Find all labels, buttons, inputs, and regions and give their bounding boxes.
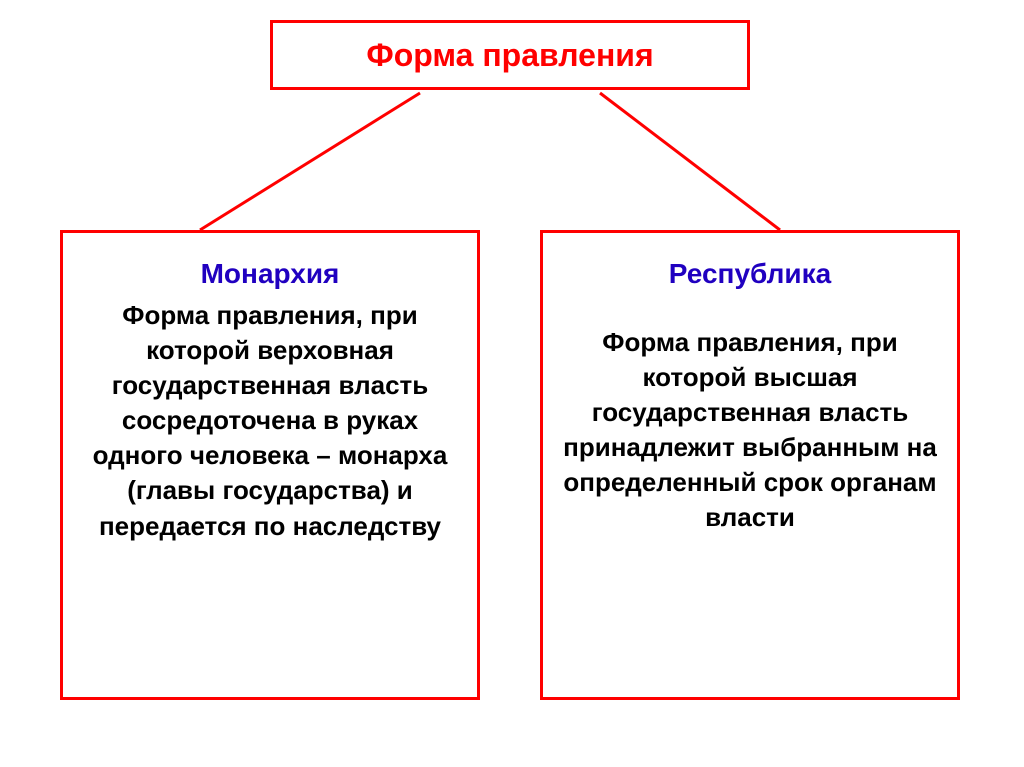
title-box: Форма правления <box>270 20 750 90</box>
edge-left <box>200 93 420 230</box>
republic-box: Республика Форма правления, при которой … <box>540 230 960 700</box>
republic-title: Республика <box>669 258 831 290</box>
monarchy-body: Форма правления, при которой верховная г… <box>83 298 457 544</box>
republic-body: Форма правления, при которой высшая госу… <box>563 325 937 536</box>
diagram-title: Форма правления <box>366 37 653 74</box>
monarchy-title: Монархия <box>201 258 340 290</box>
edge-right <box>600 93 780 230</box>
monarchy-box: Монархия Форма правления, при которой ве… <box>60 230 480 700</box>
